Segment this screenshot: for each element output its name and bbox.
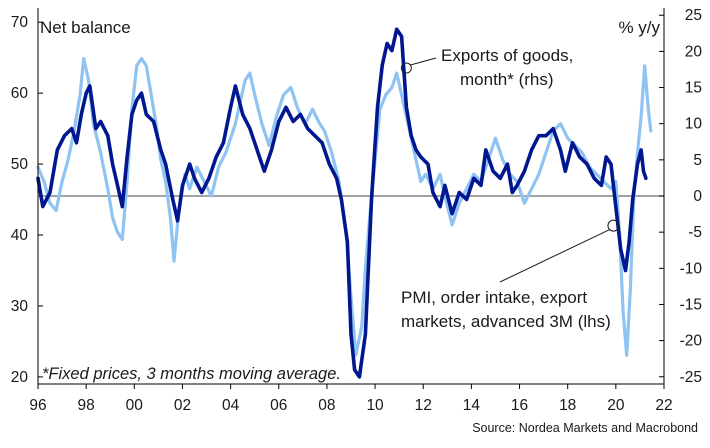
- left-axis-title: Net balance: [40, 18, 131, 37]
- right-tick-label: -10: [680, 260, 703, 277]
- left-tick-label: 50: [11, 156, 29, 173]
- pmi-annotation: PMI, order intake, export markets, advan…: [401, 219, 620, 331]
- pmi-annotation-line1: PMI, order intake, export: [401, 288, 587, 307]
- x-tick-label: 16: [511, 397, 528, 414]
- pmi-annotation-line2: markets, advanced 3M (lhs): [401, 312, 611, 331]
- x-tick-label: 12: [415, 397, 432, 414]
- x-tick-label: 10: [366, 397, 384, 414]
- x-tick-label: 98: [78, 397, 95, 414]
- left-tick-label: 60: [11, 85, 29, 102]
- exports-annotation-line2: month* (rhs): [460, 70, 554, 89]
- x-tick-label: 22: [655, 397, 672, 414]
- left-tick-label: 40: [11, 227, 29, 244]
- exports-annotation: Exports of goods, month* (rhs): [400, 46, 573, 89]
- x-tick-label: 20: [607, 397, 625, 414]
- left-tick-label: 70: [11, 14, 29, 31]
- x-tick-label: 18: [559, 397, 576, 414]
- axis-layer: 20 30 40 50 60 70 -25 -20 -15 -10 -5 0 5 10 15 20 25 96 98…: [11, 7, 703, 414]
- source-note: Source: Nordea Markets and Macrobond: [472, 421, 698, 435]
- x-tick-label: 00: [126, 397, 144, 414]
- exports-leader-line: [410, 57, 437, 66]
- exports-marker-circle: [400, 62, 412, 74]
- x-tick-label: 04: [222, 397, 240, 414]
- series-layer: [36, 27, 653, 379]
- x-tick-label: 08: [318, 397, 335, 414]
- exports-annotation-line1: Exports of goods,: [441, 46, 573, 65]
- right-tick-label: 10: [685, 116, 703, 133]
- right-tick-label: 20: [685, 43, 703, 60]
- right-tick-label: -5: [688, 224, 702, 241]
- right-tick-label: -25: [680, 369, 702, 386]
- right-tick-label: -20: [680, 333, 703, 350]
- x-tick-label: 96: [29, 397, 46, 414]
- right-tick-label: 0: [693, 188, 702, 205]
- left-tick-label: 20: [11, 369, 29, 386]
- x-tick-label: 02: [174, 397, 191, 414]
- exports-series-line: [36, 57, 653, 357]
- right-tick-label: 15: [685, 80, 702, 97]
- x-tick-label: 14: [463, 397, 481, 414]
- right-tick-label: -15: [680, 296, 702, 313]
- pmi-marker-circle: [607, 219, 620, 232]
- pmi-series-line: [36, 27, 648, 379]
- x-tick-label: 06: [270, 397, 287, 414]
- right-tick-label: 25: [685, 7, 702, 24]
- right-axis-title: % y/y: [618, 18, 660, 37]
- footnote: *Fixed prices, 3 months moving average.: [42, 365, 341, 383]
- left-tick-label: 30: [11, 298, 29, 315]
- pmi-leader-line: [499, 229, 610, 283]
- right-tick-label: 5: [693, 152, 702, 169]
